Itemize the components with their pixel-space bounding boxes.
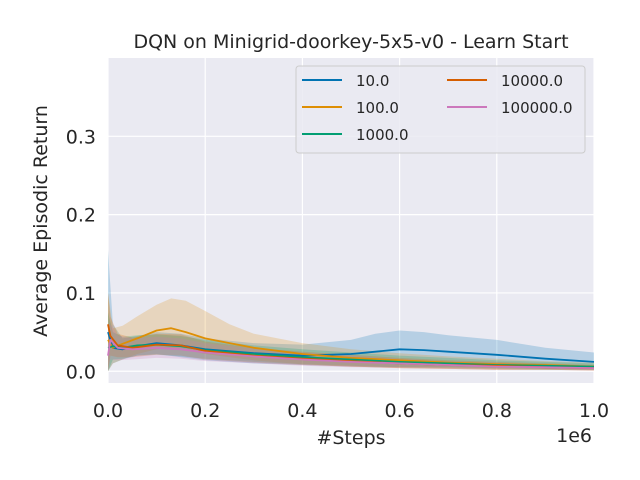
x-tick-label-1: 0.2 xyxy=(190,400,220,422)
y-axis-label: Average Episodic Return xyxy=(30,105,52,337)
x-tick-label-2: 0.4 xyxy=(287,400,317,422)
x-tick-label-0: 0.0 xyxy=(93,400,123,422)
band-series-0 xyxy=(108,249,594,372)
x-tick-label-3: 0.6 xyxy=(384,400,414,422)
series-lines xyxy=(107,324,595,369)
legend-label-0: 10.0 xyxy=(356,72,389,90)
y-tick-label-0: 0.0 xyxy=(66,361,96,383)
legend-label-1: 100.0 xyxy=(356,99,399,117)
x-tick-labels: 0.0 0.2 0.4 0.6 0.8 1.0 xyxy=(93,400,609,422)
legend-label-3: 10000.0 xyxy=(501,72,563,90)
legend-box xyxy=(295,65,586,154)
x-tick-label-4: 0.8 xyxy=(482,400,512,422)
line-series-4 xyxy=(107,338,595,369)
chart-title: DQN on Minigrid-doorkey-5x5-v0 - Learn S… xyxy=(133,31,568,53)
x-axis-label: #Steps xyxy=(316,427,385,449)
y-tick-label-1: 0.1 xyxy=(66,283,96,305)
y-tick-labels: 0.0 0.1 0.2 0.3 xyxy=(66,126,96,383)
legend-label-4: 100000.0 xyxy=(501,99,573,117)
legend-label-2: 1000.0 xyxy=(356,126,409,144)
x-tick-label-5: 1.0 xyxy=(579,400,609,422)
band-series-2 xyxy=(108,312,594,372)
y-tick-label-3: 0.3 xyxy=(66,126,96,148)
legend: 10.0 100.0 1000.0 10000.0 100000.0 xyxy=(295,65,586,154)
y-tick-label-2: 0.2 xyxy=(66,205,96,227)
x-axis-offset-label: 1e6 xyxy=(556,425,592,447)
band-series-4 xyxy=(108,324,594,372)
